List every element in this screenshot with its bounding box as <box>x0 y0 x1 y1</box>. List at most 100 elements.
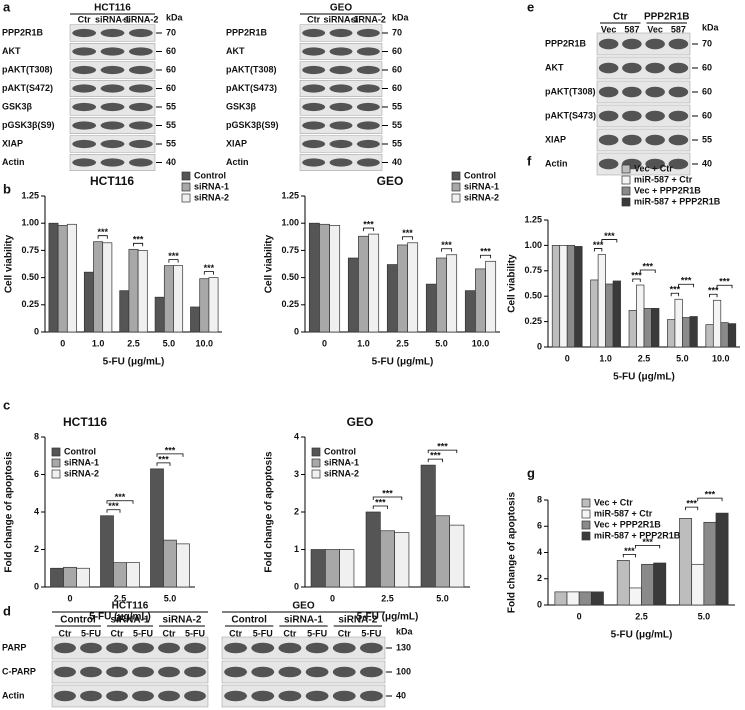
bar <box>83 271 94 333</box>
row-label: pAKT(T308) <box>226 64 277 74</box>
significance-label: *** <box>604 231 615 241</box>
band <box>100 102 125 112</box>
bar <box>93 241 104 333</box>
band <box>329 84 353 93</box>
band <box>100 139 125 149</box>
significance-label: *** <box>642 537 653 547</box>
significance-bracket <box>156 462 171 466</box>
significance-bracket <box>593 248 603 252</box>
bar <box>100 515 114 588</box>
legend-label: Control <box>324 446 356 456</box>
y-tick-label: 0.25 <box>524 316 542 326</box>
y-tick-label: 1.00 <box>21 218 39 228</box>
significance-label: *** <box>593 240 604 250</box>
significance-label: *** <box>441 240 452 250</box>
row-label: pGSK3β(S9) <box>2 120 55 130</box>
band <box>360 642 383 654</box>
bar <box>653 562 667 606</box>
x-axis-label: 5-FU (μg/mL) <box>89 612 151 623</box>
y-tick-label: 0 <box>537 341 542 351</box>
bar <box>436 257 447 333</box>
bar <box>679 518 693 606</box>
lane-label: Ctr <box>163 628 176 638</box>
significance-bracket <box>372 496 403 500</box>
band <box>360 666 383 678</box>
bar <box>66 223 77 333</box>
marker-label: 40 <box>166 157 176 167</box>
chart-title: GEO <box>347 415 374 429</box>
significance-bracket <box>635 544 661 549</box>
band <box>80 690 102 702</box>
y-tick-label: 2 <box>34 544 39 554</box>
band <box>598 110 619 122</box>
row-label: PPP2R1B <box>226 27 268 37</box>
bar <box>566 591 580 606</box>
band <box>100 65 125 75</box>
x-tick-label: 10.0 <box>196 338 214 348</box>
bar <box>137 250 148 333</box>
blot-strip <box>221 660 386 684</box>
legend-label: siRNA-2 <box>194 192 229 202</box>
y-axis-label: Fold change of apoptosis <box>264 451 275 573</box>
y-tick-label: 0 <box>537 599 542 609</box>
band <box>106 666 128 678</box>
y-axis-label: Cell viability <box>4 234 15 293</box>
band <box>128 65 153 75</box>
bar <box>643 308 652 348</box>
band <box>329 47 353 56</box>
row-label: AKT <box>226 46 245 56</box>
legend-swatch <box>451 182 461 192</box>
band <box>329 28 353 38</box>
significance-bracket <box>697 497 723 502</box>
bar <box>190 306 201 333</box>
group-label: siRNA-2 <box>163 615 202 626</box>
band <box>332 690 356 702</box>
marker-label: 40 <box>392 157 402 167</box>
y-tick-label: 0.25 <box>21 299 39 309</box>
lane-label: 5-FU <box>307 628 327 638</box>
band <box>224 642 247 654</box>
bar <box>612 280 621 348</box>
y-tick-label: 0.25 <box>281 299 299 309</box>
band <box>100 84 125 93</box>
band <box>598 62 619 74</box>
band <box>184 666 206 678</box>
significance-label: *** <box>363 219 374 229</box>
legend-swatch <box>621 175 631 185</box>
x-tick-label: 5.0 <box>698 611 711 621</box>
significance-bracket <box>372 505 388 509</box>
row-label: XIAP <box>2 138 23 148</box>
band <box>278 666 302 678</box>
marker-label: 60 <box>392 64 402 74</box>
legend-swatch <box>181 193 191 203</box>
bar <box>173 265 184 333</box>
x-tick-label: 1.0 <box>357 338 370 348</box>
group-label: siRNA-2 <box>338 615 377 626</box>
x-tick-label: 5.0 <box>435 338 448 348</box>
band <box>622 134 642 146</box>
legend-swatch <box>181 171 191 181</box>
row-label: PARP <box>2 642 26 652</box>
marker-label: 55 <box>702 134 712 144</box>
band <box>622 86 642 98</box>
band <box>622 38 642 50</box>
band <box>302 28 326 38</box>
y-axis-label: Cell viability <box>264 234 275 293</box>
band <box>329 139 353 149</box>
band <box>72 102 97 112</box>
blot-unit: kDa <box>702 22 720 32</box>
significance-bracket <box>670 292 680 297</box>
bar <box>347 257 359 333</box>
legend-swatch <box>621 197 631 207</box>
row-label: pAKT(S473) <box>226 83 277 93</box>
significance-bracket <box>480 254 492 259</box>
group-label: Ctr <box>613 12 628 23</box>
y-tick-label: 8 <box>34 431 39 441</box>
blot-unit: kDa <box>392 12 410 22</box>
bar <box>102 242 113 333</box>
band <box>622 110 642 122</box>
panel-letter: e <box>527 0 534 14</box>
bar <box>641 563 655 606</box>
group-label: PPP2R1B <box>644 12 690 23</box>
legend-swatch <box>581 520 591 530</box>
